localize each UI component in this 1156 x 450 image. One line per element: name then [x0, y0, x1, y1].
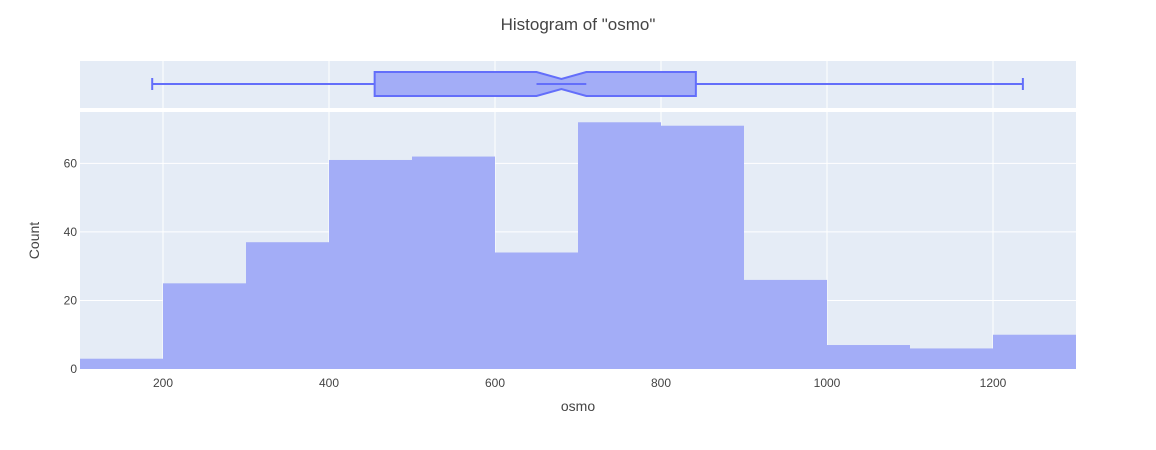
x-tick-label: 200	[153, 376, 173, 390]
x-tick-label: 1200	[980, 376, 1007, 390]
histogram-bar	[827, 345, 910, 369]
histogram-bars	[80, 122, 1076, 369]
histogram-bar	[412, 156, 495, 369]
boxplot-box	[373, 71, 697, 97]
histogram-bar	[578, 122, 661, 369]
y-tick-label: 40	[64, 225, 78, 239]
histogram-bar	[993, 334, 1076, 369]
x-tick-label: 600	[485, 376, 505, 390]
histogram-bar	[495, 252, 578, 369]
histogram-bar	[80, 358, 163, 369]
boxplot-marks	[151, 71, 1024, 97]
histogram-bar	[910, 348, 993, 369]
histogram-bar	[329, 159, 412, 369]
histogram-panel: 200 400 600 800 1000 1200 0 20 40 60	[64, 112, 1076, 390]
x-axis-title: osmo	[561, 398, 595, 414]
y-axis-title: Count	[26, 222, 42, 259]
x-tick-label: 800	[651, 376, 671, 390]
x-tick-label: 400	[319, 376, 339, 390]
x-axis-ticks: 200 400 600 800 1000 1200	[153, 376, 1007, 390]
y-tick-label: 20	[64, 293, 78, 307]
histogram-bar	[246, 242, 329, 369]
histogram-bar	[744, 279, 827, 369]
boxplot-panel	[80, 61, 1076, 108]
y-tick-label: 0	[70, 362, 77, 376]
histogram-bar	[661, 125, 744, 369]
x-tick-label: 1000	[814, 376, 841, 390]
y-axis-ticks: 0 20 40 60	[64, 156, 78, 376]
y-tick-label: 60	[64, 156, 78, 170]
histogram-bar	[163, 283, 246, 369]
chart-title: Histogram of "osmo"	[501, 15, 656, 34]
